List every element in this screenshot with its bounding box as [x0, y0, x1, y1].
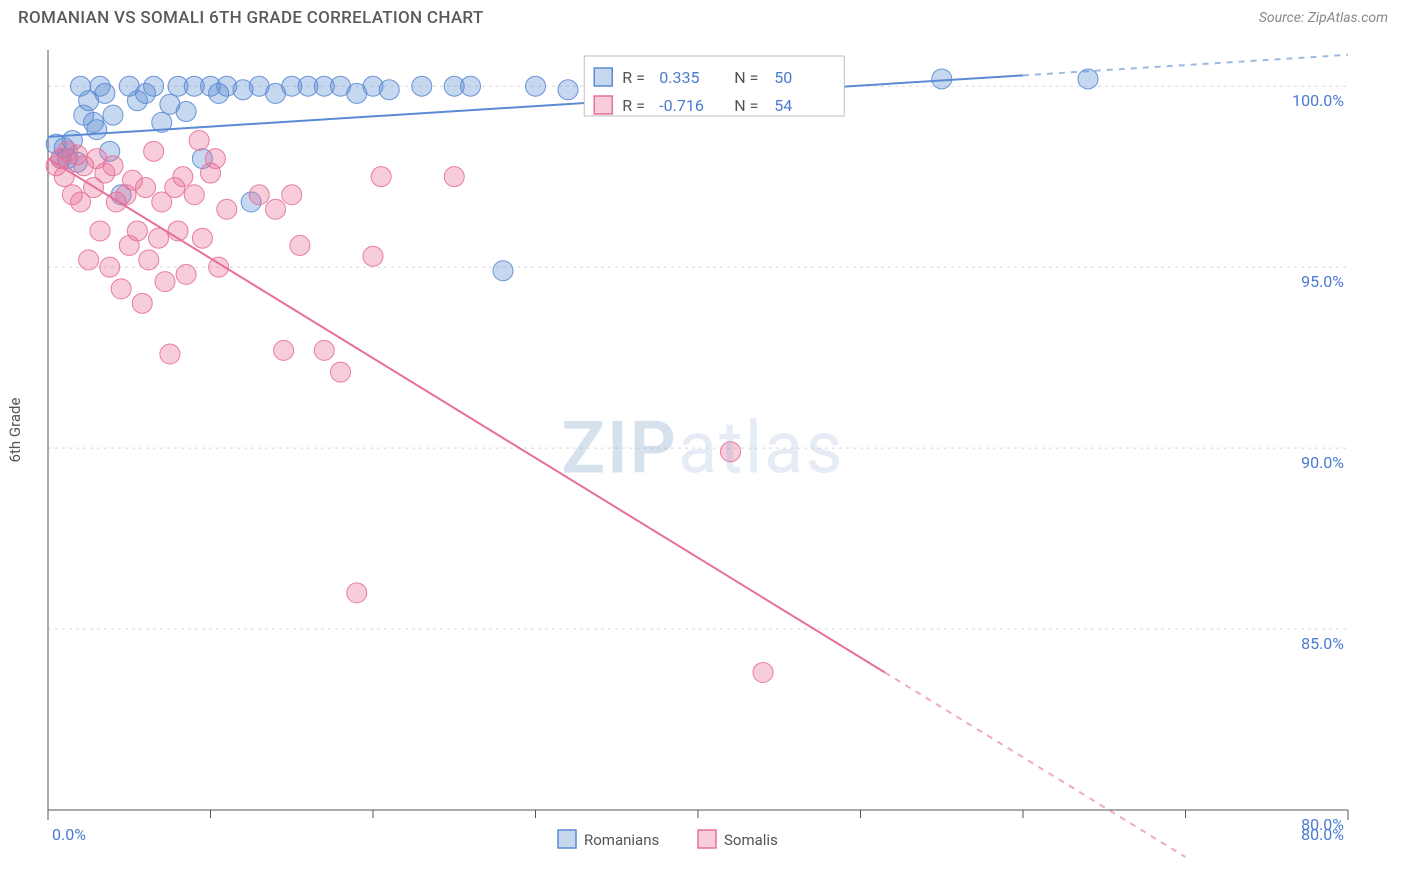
data-point	[526, 76, 546, 96]
data-point	[155, 272, 175, 292]
legend-n-value: 50	[774, 68, 792, 87]
legend-swatch	[698, 830, 716, 848]
data-point	[753, 662, 773, 682]
data-point	[173, 167, 193, 187]
legend-n-label: N =	[734, 96, 758, 115]
data-point	[111, 279, 131, 299]
data-point	[347, 583, 367, 603]
data-point	[139, 250, 159, 270]
chart-svg: 0.0%80.0%80.0%85.0%90.0%95.0%100.0%6th G…	[0, 38, 1406, 892]
data-point	[249, 185, 269, 205]
data-point	[100, 257, 120, 277]
trend-extrapolation	[885, 672, 1186, 857]
chart-container: 0.0%80.0%80.0%85.0%90.0%95.0%100.0%6th G…	[0, 38, 1406, 892]
y-tick-label: 80.0%	[1301, 815, 1344, 834]
data-point	[932, 69, 952, 89]
data-point	[412, 76, 432, 96]
data-point	[184, 185, 204, 205]
legend-series-label: Romanians	[584, 831, 659, 849]
y-tick-label: 90.0%	[1301, 453, 1344, 472]
data-point	[144, 141, 164, 161]
trend-line	[48, 159, 885, 673]
data-point	[192, 228, 212, 248]
y-tick-label: 95.0%	[1301, 272, 1344, 291]
chart-title: ROMANIAN VS SOMALI 6TH GRADE CORRELATION…	[18, 8, 484, 28]
data-point	[461, 76, 481, 96]
data-point	[103, 156, 123, 176]
legend-n-label: N =	[734, 68, 758, 87]
data-point	[290, 235, 310, 255]
data-point	[314, 340, 334, 360]
data-point	[217, 199, 237, 219]
data-point	[90, 221, 110, 241]
y-axis-label: 6th Grade	[6, 398, 24, 463]
legend-n-value: 54	[774, 96, 792, 115]
trend-extrapolation	[1023, 55, 1348, 76]
data-point	[144, 76, 164, 96]
data-point	[127, 221, 147, 241]
legend-r-label: R =	[622, 96, 645, 115]
data-point	[363, 246, 383, 266]
data-point	[136, 178, 156, 198]
data-point	[444, 167, 464, 187]
data-point	[176, 264, 196, 284]
data-point	[331, 362, 351, 382]
data-point	[721, 442, 741, 462]
data-point	[371, 167, 391, 187]
legend-swatch	[558, 830, 576, 848]
legend-series-label: Somalis	[724, 831, 778, 849]
legend-swatch	[594, 68, 612, 86]
data-point	[160, 344, 180, 364]
data-point	[379, 80, 399, 100]
y-tick-label: 85.0%	[1301, 634, 1344, 653]
data-point	[132, 293, 152, 313]
legend-swatch	[594, 96, 612, 114]
data-point	[266, 199, 286, 219]
source-label: Source: ZipAtlas.com	[1259, 10, 1388, 26]
legend-r-label: R =	[622, 68, 645, 87]
data-point	[282, 185, 302, 205]
data-point	[87, 120, 107, 140]
data-point	[205, 149, 225, 169]
data-point	[493, 261, 513, 281]
data-point	[189, 130, 209, 150]
y-tick-label: 100.0%	[1292, 91, 1344, 110]
legend-r-value: -0.716	[659, 96, 704, 115]
data-point	[79, 250, 99, 270]
data-point	[274, 340, 294, 360]
data-point	[103, 105, 123, 125]
data-point	[176, 102, 196, 122]
x-tick-label: 0.0%	[52, 825, 86, 844]
data-point	[95, 83, 115, 103]
data-point	[558, 80, 578, 100]
legend-r-value: 0.335	[659, 68, 699, 87]
